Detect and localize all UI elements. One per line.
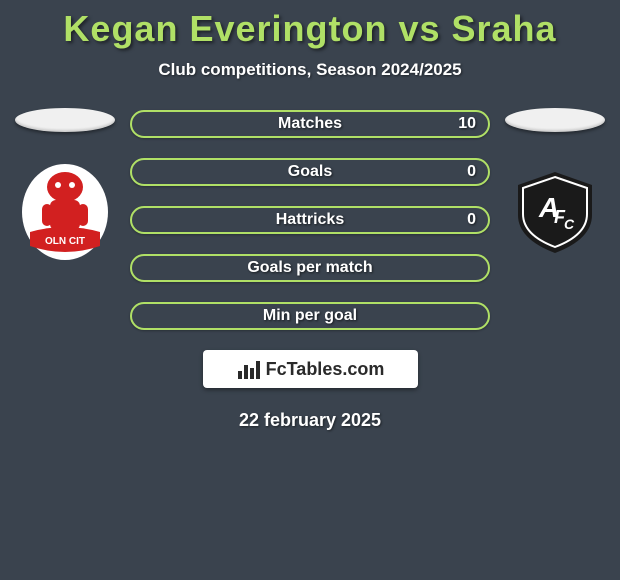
stat-label: Goals per match — [247, 259, 372, 277]
svg-text:OLN CIT: OLN CIT — [45, 236, 85, 247]
date-label: 22 february 2025 — [10, 410, 610, 431]
right-club-badge: A F C — [510, 162, 600, 262]
right-player-col: A F C — [500, 108, 610, 262]
stat-pill: Hattricks 0 — [130, 206, 490, 234]
stats-column: Matches 10 Goals 0 Hattricks 0 Goals per match… — [130, 108, 490, 330]
stat-label: Min per goal — [263, 307, 357, 325]
stat-pill: Min per goal — [130, 302, 490, 330]
stat-label: Hattricks — [276, 211, 344, 229]
site-logo: FcTables.com — [203, 350, 418, 388]
stat-pill: Goals per match — [130, 254, 490, 282]
comparison-row: OLN CIT Matches 10 Goals 0 Hattricks 0 Goals p… — [10, 108, 610, 330]
left-club-badge: OLN CIT — [20, 162, 110, 262]
stat-pill: Goals 0 — [130, 158, 490, 186]
left-player-col: OLN CIT — [10, 108, 120, 262]
stat-label: Goals — [288, 163, 332, 181]
left-player-oval — [15, 108, 115, 132]
svg-text:C: C — [564, 216, 575, 232]
right-player-oval — [505, 108, 605, 132]
left-club-crest-icon: OLN CIT — [20, 162, 110, 262]
stat-right-value: 10 — [458, 115, 476, 133]
stat-right-value: 0 — [467, 163, 476, 181]
page-title: Kegan Everington vs Sraha — [10, 8, 610, 50]
bar-chart-icon — [236, 357, 260, 381]
right-club-crest-icon: A F C — [510, 167, 600, 257]
stat-right-value: 0 — [467, 211, 476, 229]
site-name: FcTables.com — [266, 359, 385, 380]
stat-label: Matches — [278, 115, 342, 133]
stat-pill: Matches 10 — [130, 110, 490, 138]
subtitle: Club competitions, Season 2024/2025 — [10, 60, 610, 80]
